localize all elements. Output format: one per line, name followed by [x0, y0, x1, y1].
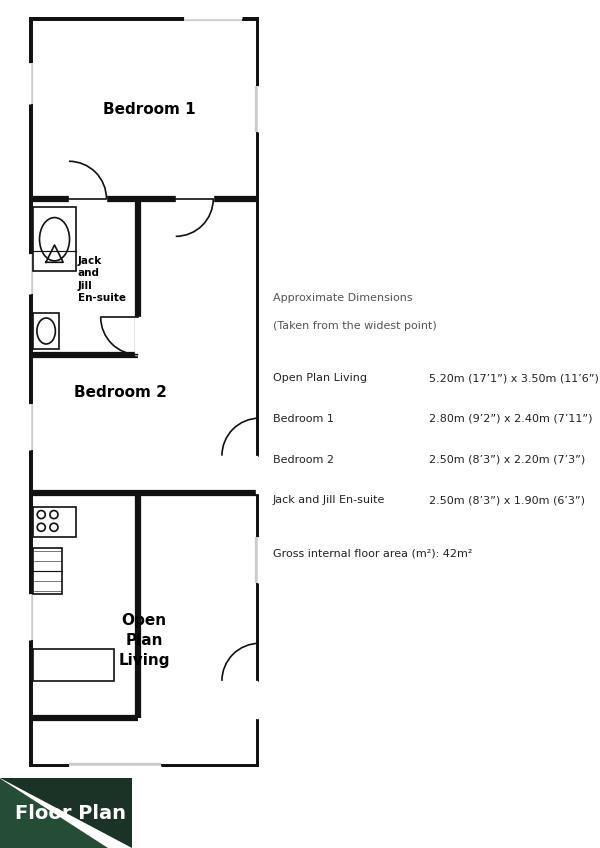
Bar: [33, 548, 62, 594]
Text: Bedroom 2: Bedroom 2: [74, 385, 167, 399]
Text: Gross internal floor area (m²): 42m²: Gross internal floor area (m²): 42m²: [273, 549, 472, 559]
Bar: [176, 195, 213, 203]
Bar: [33, 313, 59, 349]
Polygon shape: [0, 778, 108, 848]
Bar: [256, 681, 263, 718]
Ellipse shape: [40, 218, 70, 261]
Bar: [256, 455, 263, 494]
Text: 2.50m (8’3”) x 2.20m (7’3”): 2.50m (8’3”) x 2.20m (7’3”): [429, 455, 585, 465]
Text: 2.80m (9’2”) x 2.40m (7’11”): 2.80m (9’2”) x 2.40m (7’11”): [429, 414, 593, 424]
Text: Jack and Jill En-suite: Jack and Jill En-suite: [273, 495, 385, 505]
Text: Open
Plan
Living: Open Plan Living: [118, 613, 170, 667]
Text: Bedroom 1: Bedroom 1: [103, 102, 196, 117]
Text: Open Plan Living: Open Plan Living: [273, 373, 367, 383]
Text: 5.20m (17’1”) x 3.50m (11’6”): 5.20m (17’1”) x 3.50m (11’6”): [429, 373, 599, 383]
Text: Floor Plan: Floor Plan: [15, 804, 126, 823]
Text: 2.50m (8’3”) x 1.90m (6’3”): 2.50m (8’3”) x 1.90m (6’3”): [429, 495, 585, 505]
Polygon shape: [0, 778, 132, 848]
Bar: [69, 195, 106, 203]
Ellipse shape: [37, 318, 55, 344]
Text: Jack
and
Jill
En-suite: Jack and Jill En-suite: [77, 256, 125, 304]
Bar: [135, 317, 142, 354]
Text: (Taken from the widest point): (Taken from the widest point): [273, 321, 437, 331]
Bar: [33, 649, 114, 681]
Bar: [33, 506, 76, 537]
Text: Bedroom 2: Bedroom 2: [273, 455, 334, 465]
Text: Bedroom 1: Bedroom 1: [273, 414, 334, 424]
Text: Approximate Dimensions: Approximate Dimensions: [273, 293, 413, 303]
Bar: [33, 208, 76, 271]
